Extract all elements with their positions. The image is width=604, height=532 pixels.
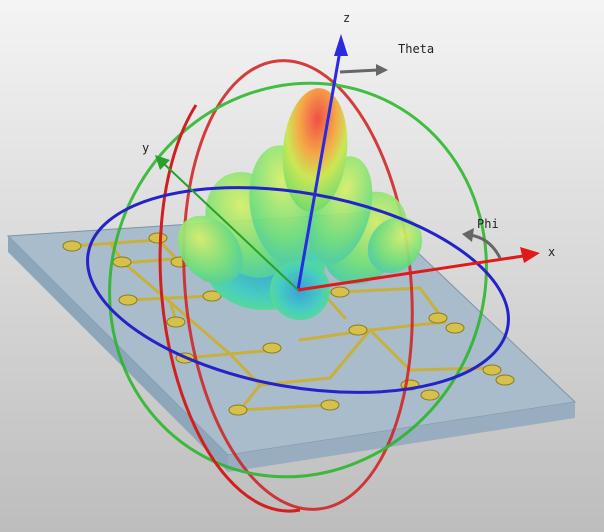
x-axis — [297, 253, 531, 292]
z-axis-label: z — [343, 11, 350, 25]
curved-arrow-left-icon — [469, 233, 502, 259]
y-axis-label: y — [142, 141, 149, 155]
arrow-right-icon — [339, 68, 379, 74]
theta-label: Theta — [398, 42, 434, 56]
y-axis-arrowhead — [155, 155, 170, 170]
x-axis-label: x — [548, 245, 555, 259]
axes — [155, 34, 540, 292]
rings-back — [108, 59, 488, 511]
phi-arrowhead — [462, 228, 474, 242]
z-axis-arrowhead — [334, 34, 348, 56]
radiation-pattern-3d — [177, 88, 423, 320]
theta-arrowhead — [376, 64, 388, 76]
angle-arrows — [339, 64, 502, 259]
y-axis — [161, 161, 299, 291]
x-axis-arrowhead — [520, 247, 540, 263]
z-axis — [296, 44, 343, 291]
phi-label: Phi — [477, 217, 499, 231]
